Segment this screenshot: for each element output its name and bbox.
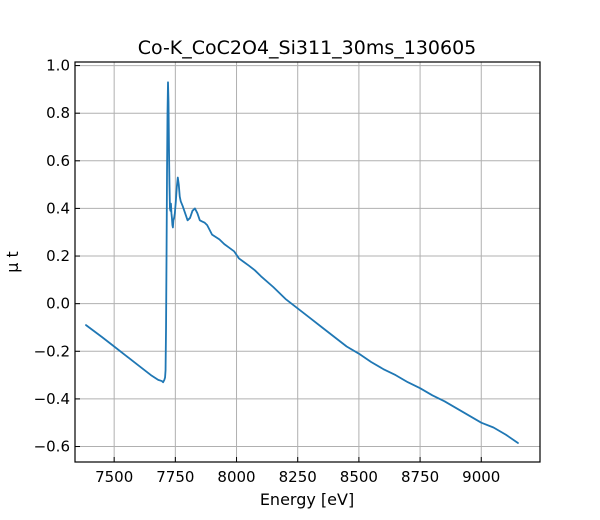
- series-layer: [85, 81, 519, 444]
- x-tick-label: 7500: [95, 468, 133, 486]
- x-axis-ticks: 7500 7750 8000 8250 8500 8750 9000: [95, 457, 500, 486]
- y-tick-label: 0.2: [46, 247, 70, 265]
- y-tick-label: 0.0: [46, 295, 70, 313]
- x-tick-label: 9000: [462, 468, 500, 486]
- x-tick-label: 8000: [217, 468, 255, 486]
- x-tick-label: 8750: [401, 468, 439, 486]
- x-axis-label: Energy [eV]: [260, 490, 354, 509]
- y-axis-ticks: −0.6 −0.4 −0.2 0.0 0.2 0.4 0.6 0.8 1.0: [34, 57, 80, 456]
- plot-frame: [74, 61, 541, 463]
- series-line-0: [85, 81, 519, 444]
- y-tick-label: 1.0: [46, 57, 70, 75]
- x-tick-label: 7750: [156, 468, 194, 486]
- y-tick-label: −0.2: [34, 342, 70, 360]
- y-axis-label: μ t: [3, 251, 22, 273]
- x-tick-label: 8250: [279, 468, 317, 486]
- y-tick-label: 0.8: [46, 104, 70, 122]
- chart-title: Co-K_CoC2O4_Si311_30ms_130605: [138, 37, 477, 59]
- y-tick-label: 0.4: [46, 199, 70, 217]
- y-tick-label: −0.4: [34, 390, 70, 408]
- y-tick-label: 0.6: [46, 152, 70, 170]
- grid-lines: [75, 62, 540, 462]
- y-tick-label: −0.6: [34, 438, 70, 456]
- x-tick-label: 8500: [340, 468, 378, 486]
